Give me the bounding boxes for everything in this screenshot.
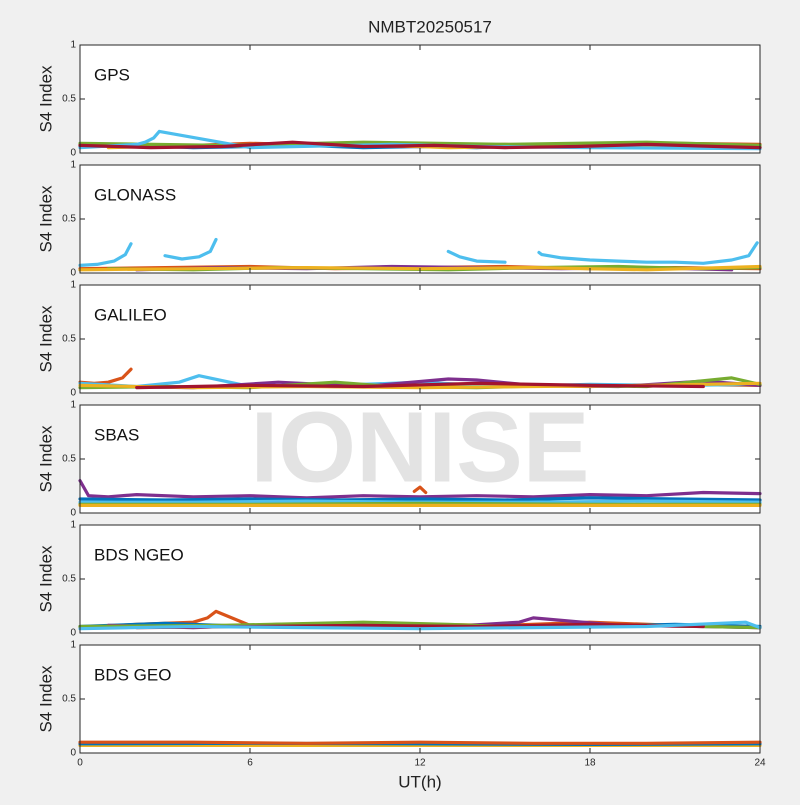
y-tick-label: 1 <box>70 400 76 411</box>
plot-area <box>80 525 760 633</box>
plot-area <box>80 645 760 753</box>
y-tick-label: 0 <box>70 628 76 639</box>
y-tick-label: 0.5 <box>62 694 76 705</box>
panel-label: GPS <box>94 65 130 84</box>
y-tick-label: 0 <box>70 268 76 279</box>
y-tick-label: 1 <box>70 160 76 171</box>
y-tick-label: 0 <box>70 388 76 399</box>
y-tick-label: 1 <box>70 640 76 651</box>
data-trace <box>412 485 428 495</box>
y-tick-label: 1 <box>70 520 76 531</box>
x-axis-label: UT(h) <box>398 772 441 791</box>
plot-data <box>78 740 762 747</box>
panel-label: GLONASS <box>94 185 176 204</box>
y-tick-label: 1 <box>70 40 76 51</box>
plot-data <box>78 129 762 151</box>
plot-data <box>78 367 762 390</box>
data-trace <box>78 140 762 147</box>
plot-data <box>78 479 762 507</box>
panel-label: SBAS <box>94 425 139 444</box>
y-tick-label: 0.5 <box>62 214 76 225</box>
y-tick-label: 0.5 <box>62 334 76 345</box>
x-tick-label: 24 <box>754 758 766 769</box>
y-tick-label: 0.5 <box>62 454 76 465</box>
y-tick-label: 0 <box>70 748 76 759</box>
data-trace <box>78 479 762 500</box>
y-tick-label: 1 <box>70 280 76 291</box>
x-tick-label: 0 <box>77 758 83 769</box>
data-trace <box>78 237 759 267</box>
figure-title: NMBT20250517 <box>368 17 492 36</box>
x-tick-label: 18 <box>584 758 596 769</box>
plot-data <box>78 609 762 631</box>
panel-label: BDS NGEO <box>94 545 184 564</box>
plot-area <box>80 165 760 273</box>
y-axis-label: S4 Index <box>36 665 55 733</box>
data-trace <box>78 620 762 631</box>
y-axis-label: S4 Index <box>36 65 55 133</box>
x-tick-label: 6 <box>247 758 253 769</box>
data-trace <box>135 381 705 390</box>
plot-area <box>80 285 760 393</box>
y-tick-label: 0 <box>70 508 76 519</box>
plot-area <box>80 45 760 153</box>
y-tick-label: 0.5 <box>62 574 76 585</box>
data-trace <box>78 496 762 502</box>
data-trace <box>78 740 762 745</box>
panel-label: BDS GEO <box>94 665 171 684</box>
x-tick-label: 12 <box>414 758 426 769</box>
watermark: IONISE <box>251 391 590 503</box>
plot-data <box>78 237 762 272</box>
y-axis-label: S4 Index <box>36 545 55 613</box>
y-axis-label: S4 Index <box>36 425 55 493</box>
y-axis-label: S4 Index <box>36 185 55 253</box>
panel-label: GALILEO <box>94 305 167 324</box>
y-tick-label: 0.5 <box>62 94 76 105</box>
y-tick-label: 0 <box>70 148 76 159</box>
data-trace <box>78 140 762 150</box>
y-axis-label: S4 Index <box>36 305 55 373</box>
